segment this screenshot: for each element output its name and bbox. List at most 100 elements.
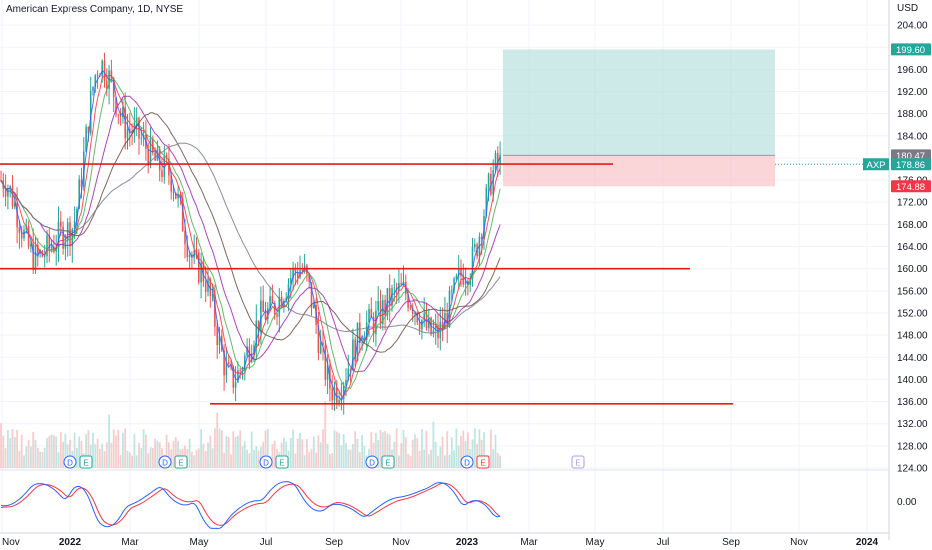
x-tick-label: Nov: [2, 537, 20, 548]
x-tick-label: Mar: [520, 537, 538, 548]
volume-bar: [450, 437, 453, 468]
volume-bar: [317, 435, 320, 468]
candle-body: [372, 317, 375, 334]
candle-body: [310, 282, 313, 309]
candle-body: [126, 128, 129, 139]
candle-body: [85, 126, 87, 152]
event-marker-label: E: [178, 459, 183, 468]
volume-bar: [363, 446, 366, 468]
candle-body: [287, 283, 290, 298]
moving-average-line: [0, 142, 501, 334]
candle-body: [216, 326, 218, 346]
candle-body: [11, 186, 14, 207]
event-marker-label: D: [263, 459, 269, 468]
volume-bar: [124, 428, 127, 468]
candle-body: [202, 262, 205, 282]
volume-bar: [2, 435, 5, 468]
candle-body: [188, 255, 191, 258]
volume-bar: [414, 434, 416, 468]
candle-body: [195, 250, 198, 253]
volume-bar: [195, 450, 198, 468]
oscillator-pane: [0, 481, 501, 529]
candle-body: [255, 320, 258, 346]
volume-bar: [53, 435, 55, 468]
candle-body: [345, 380, 347, 386]
volume-bar: [409, 455, 412, 468]
y-tick-label: 144.00: [897, 353, 928, 364]
y-tick-label: 148.00: [897, 331, 928, 342]
candle-body: [186, 244, 189, 258]
volume-bar: [154, 438, 156, 468]
candle-body: [39, 251, 41, 254]
volume-bar: [490, 429, 492, 468]
volume-bar: [27, 439, 30, 468]
candle-body: [324, 345, 327, 380]
candle-body: [308, 274, 310, 283]
volume-bar: [257, 450, 260, 468]
candle-body: [110, 70, 113, 79]
candle-body: [4, 188, 7, 197]
volume-bar: [241, 446, 244, 468]
volume-bar: [312, 436, 315, 468]
volume-bar: [188, 438, 191, 468]
candle-body: [184, 231, 186, 245]
dividend-marker: [158, 455, 172, 469]
candle-body: [80, 179, 83, 187]
volume-bar: [216, 412, 219, 468]
volume-bar: [329, 454, 331, 468]
candle-body: [400, 282, 402, 285]
price-tag: 178.86: [896, 160, 925, 171]
volume-bar: [356, 438, 359, 468]
y-tick-label: 132.00: [897, 419, 928, 430]
volume-bar: [80, 440, 83, 468]
volume-bar: [444, 455, 446, 468]
candle-body: [32, 243, 34, 271]
position-zones[interactable]: [503, 49, 889, 187]
candle-body: [133, 122, 136, 134]
volume-bar: [197, 448, 200, 468]
horizontal-levels[interactable]: [0, 163, 733, 405]
volume-bar: [232, 431, 235, 468]
volume-bar: [306, 438, 308, 468]
volume-bar: [418, 450, 421, 468]
candle-body: [154, 152, 156, 161]
price-labels: 199.60 180.47 AXP 178.86 174.88: [863, 43, 931, 193]
candle-body: [198, 252, 200, 283]
candle-body: [138, 117, 140, 139]
candle-body: [253, 345, 255, 355]
candle-body: [446, 313, 448, 327]
candle-body: [250, 354, 253, 362]
volume-bar: [393, 441, 396, 468]
volume-bar: [13, 437, 16, 468]
candle-body: [50, 247, 53, 249]
volume-bar: [7, 429, 9, 468]
candle-body: [299, 269, 301, 278]
y-tick-label: 136.00: [897, 397, 928, 408]
event-marker-label: D: [369, 459, 375, 468]
candle-body: [460, 268, 462, 276]
volume-bar: [473, 428, 476, 468]
candle-body: [434, 325, 437, 331]
candle-body: [204, 281, 207, 292]
volume-bar: [112, 429, 115, 468]
candle-body: [103, 60, 106, 81]
candle-body: [391, 288, 393, 307]
volume-bar: [170, 449, 173, 468]
volume-bar: [41, 452, 44, 468]
candle-body: [439, 321, 442, 339]
x-tick-label: May: [190, 537, 209, 548]
candle-body: [175, 192, 177, 199]
candle-body: [497, 153, 499, 164]
volume-bar: [87, 430, 90, 468]
volume-bar: [117, 429, 120, 468]
volume-bar: [437, 455, 439, 468]
candle-body: [319, 342, 322, 354]
volume-bar: [16, 429, 18, 468]
y-tick-label: 124.00: [897, 464, 928, 475]
volume-bar: [202, 443, 205, 468]
volume-bar: [239, 430, 242, 468]
volume-bar: [69, 440, 71, 468]
volume-bar: [73, 432, 76, 468]
